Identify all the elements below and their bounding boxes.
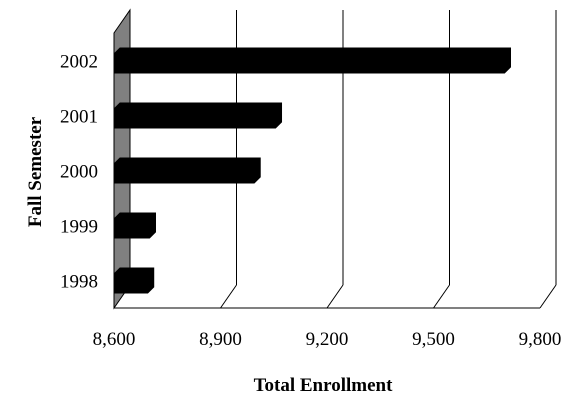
- x-tick-labels: 8,600 8,900 9,200 9,500 9,800: [93, 329, 562, 350]
- gridlines: [114, 10, 557, 309]
- floor-gridline: [433, 284, 450, 309]
- x-tick-label: 8,900: [199, 329, 242, 350]
- bar-2001: [113, 102, 283, 129]
- bar-2000: [113, 157, 261, 184]
- x-tick-label: 8,600: [93, 329, 136, 350]
- y-tick-labels: 2002 2001 2000 1999 1998: [60, 52, 98, 293]
- y-tick-label: 1998: [60, 272, 98, 293]
- y-tick-label: 2001: [60, 107, 98, 128]
- bars: [113, 47, 511, 294]
- x-tick-label: 9,200: [306, 329, 349, 350]
- floor-gridline: [220, 284, 237, 309]
- x-axis-title: Total Enrollment: [254, 375, 393, 396]
- floor-gridline: [326, 284, 344, 309]
- x-tick-label: 9,800: [519, 329, 562, 350]
- x-tick-label: 9,500: [412, 329, 455, 350]
- y-axis-title: Fall Semester: [25, 116, 46, 227]
- bar-2002: [113, 47, 511, 74]
- y-tick-label: 2000: [60, 162, 98, 183]
- bar-1998: [113, 267, 155, 294]
- y-tick-label: 2002: [60, 52, 98, 73]
- y-tick-label: 1999: [60, 217, 98, 238]
- floor-gridline: [539, 284, 557, 309]
- bar-1999: [113, 212, 156, 239]
